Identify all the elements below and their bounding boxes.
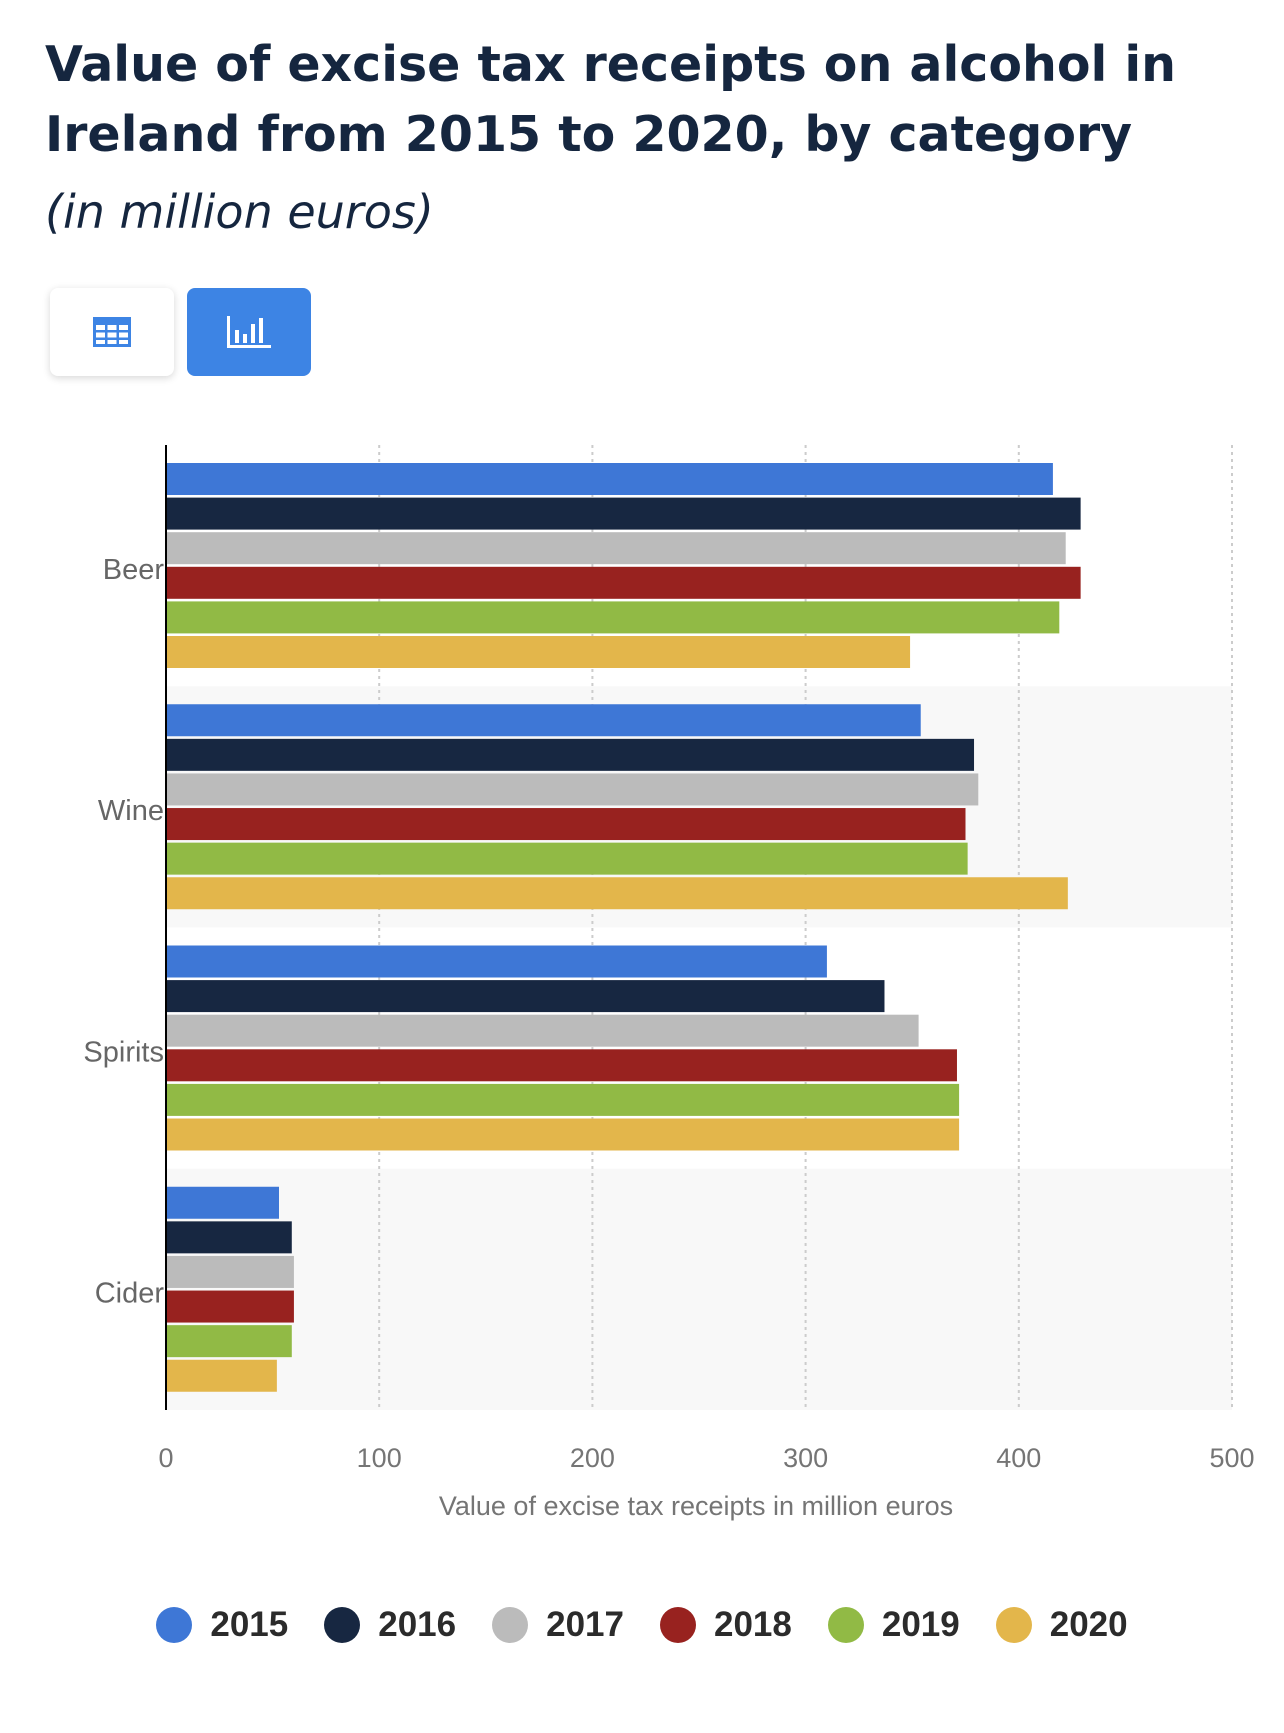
bar-cider-2015[interactable] [166,1186,279,1219]
bar-wine-2020[interactable] [166,877,1068,910]
bar-wine-2015[interactable] [166,704,921,737]
bar-cider-2020[interactable] [166,1359,277,1392]
bar-beer-2016[interactable] [166,497,1081,530]
x-tick-label: 100 [357,1443,402,1473]
category-label: Spirits [83,1036,164,1068]
legend-marker [995,1607,1032,1643]
category-band [166,1168,1232,1410]
legend-label: 2016 [378,1605,457,1644]
table-view-button[interactable] [50,288,174,376]
bar-spirits-2016[interactable] [166,980,885,1013]
chart-subtitle: (in million euros) [45,185,434,239]
bar-chart: Beer Wine Spirits Cider 0 100 200 300 400 500 Va… [83,445,1255,1521]
bar-cider-2018[interactable] [166,1290,294,1323]
x-tick-label: 500 [1209,1443,1254,1473]
legend-item-2016[interactable]: 2016 [324,1605,456,1645]
chart-title: Value of excise tax receipts on alcohol … [45,36,1177,163]
legend-marker [324,1607,361,1643]
legend-label: 2020 [1049,1605,1128,1644]
chart-view-button[interactable] [187,288,311,376]
bar-spirits-2020[interactable] [166,1118,960,1151]
legend-marker [827,1607,864,1643]
bar-chart-icon [227,316,271,348]
legend-item-2020[interactable]: 2020 [995,1605,1128,1645]
legend-label: 2017 [546,1605,624,1644]
x-tick-label: 200 [570,1443,615,1473]
category-label: Cider [95,1278,165,1310]
bar-cider-2019[interactable] [166,1325,292,1358]
bar-spirits-2018[interactable] [166,1049,957,1082]
legend-label: 2018 [714,1605,792,1644]
legend-item-2017[interactable]: 2017 [492,1605,624,1645]
x-tick-label: 0 [158,1443,173,1473]
bar-beer-2018[interactable] [166,566,1081,599]
x-tick-label: 300 [783,1443,828,1473]
legend-item-2015[interactable]: 2015 [156,1605,288,1645]
x-axis-title: Value of excise tax receipts in million … [439,1491,953,1521]
table-icon [93,317,131,347]
category-label: Wine [98,795,164,827]
legend-item-2019[interactable]: 2019 [827,1605,960,1645]
bar-beer-2015[interactable] [166,463,1053,495]
bar-wine-2016[interactable] [166,738,975,771]
legend-marker [492,1607,529,1643]
bar-wine-2017[interactable] [166,773,979,806]
bar-spirits-2019[interactable] [166,1083,960,1116]
bar-spirits-2015[interactable] [166,945,827,978]
bar-beer-2017[interactable] [166,532,1066,565]
bar-beer-2019[interactable] [166,601,1060,634]
legend-marker [156,1607,193,1643]
legend-label: 2019 [881,1605,960,1644]
legend-marker [660,1607,696,1643]
bar-cider-2016[interactable] [166,1221,292,1254]
bar-wine-2018[interactable] [166,808,966,841]
x-tick-label: 400 [996,1443,1041,1473]
bar-wine-2019[interactable] [166,842,968,875]
legend-label: 2015 [210,1605,289,1644]
category-label: Beer [103,554,165,586]
legend-item-2018[interactable]: 2018 [660,1605,792,1645]
bar-spirits-2017[interactable] [166,1014,919,1047]
bar-beer-2020[interactable] [166,636,911,668]
legend: 2015 2016 2017 2018 2019 2020 [0,1605,1284,1645]
bar-cider-2017[interactable] [166,1255,294,1288]
